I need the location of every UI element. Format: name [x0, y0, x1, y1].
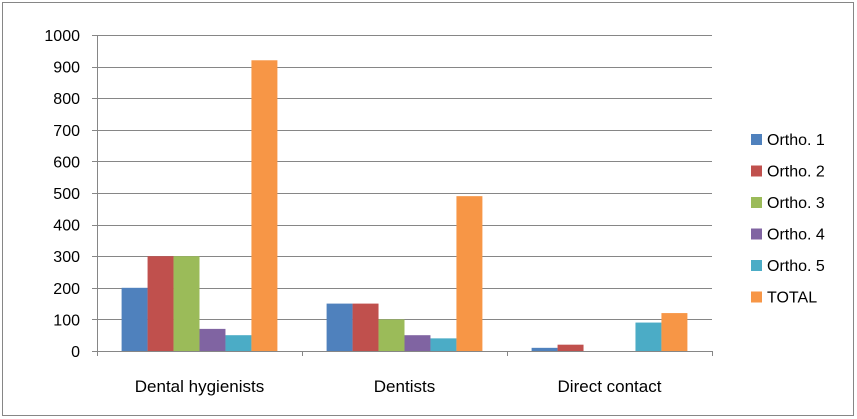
bar: [352, 303, 379, 351]
bar: [251, 60, 278, 351]
x-category-label: Direct contact: [558, 377, 662, 396]
y-axis-tick-labels: 0 100 200 300 400 500 600 700 800 900 1000: [44, 28, 80, 361]
bar: [635, 322, 662, 351]
y-tick-label: 300: [53, 249, 80, 266]
bar: [557, 344, 584, 351]
y-tick-label: 700: [53, 123, 80, 140]
legend-label: Ortho. 1: [767, 132, 825, 149]
y-tick-label: 400: [53, 218, 80, 235]
bar: [147, 256, 174, 351]
legend-label: Ortho. 3: [767, 195, 825, 212]
y-tick-label: 200: [53, 281, 80, 298]
x-category-label: Dental hygienists: [135, 377, 264, 396]
bar: [456, 196, 483, 351]
legend-swatch: [751, 165, 762, 177]
legend-label: Ortho. 5: [767, 258, 825, 275]
x-category-label: Dentists: [374, 377, 435, 396]
y-tick-label: 600: [53, 154, 80, 171]
x-axis-category-labels: Dental hygienists Dentists Direct contact: [135, 377, 662, 396]
y-tick-label: 100: [53, 312, 80, 329]
bars: [121, 60, 688, 351]
legend-swatch: [751, 291, 762, 303]
bar: [661, 313, 688, 351]
legend-label: TOTAL: [767, 290, 817, 307]
y-tick-label: 1000: [44, 28, 80, 45]
axes: [92, 35, 713, 356]
legend-swatch: [751, 134, 762, 145]
legend-label: Ortho. 4: [767, 227, 825, 244]
bar: [199, 328, 226, 351]
bar: [173, 256, 200, 351]
bar: [430, 338, 457, 351]
bar: [378, 319, 405, 351]
bar: [531, 347, 558, 351]
y-tick-label: 900: [53, 60, 80, 77]
y-tick-label: 500: [53, 186, 80, 203]
legend-label: Ortho. 2: [767, 164, 825, 181]
bar: [225, 335, 252, 351]
bar: [121, 287, 148, 351]
y-tick-label: 800: [53, 91, 80, 108]
legend-swatch: [751, 260, 762, 271]
legend-swatch: [751, 197, 762, 208]
bar: [404, 335, 431, 351]
y-tick-label: 0: [71, 344, 80, 361]
legend: Ortho. 1 Ortho. 2 Ortho. 3 Ortho. 4 Ortho. 5…: [751, 132, 825, 307]
bar: [326, 303, 353, 351]
legend-swatch: [751, 228, 762, 240]
